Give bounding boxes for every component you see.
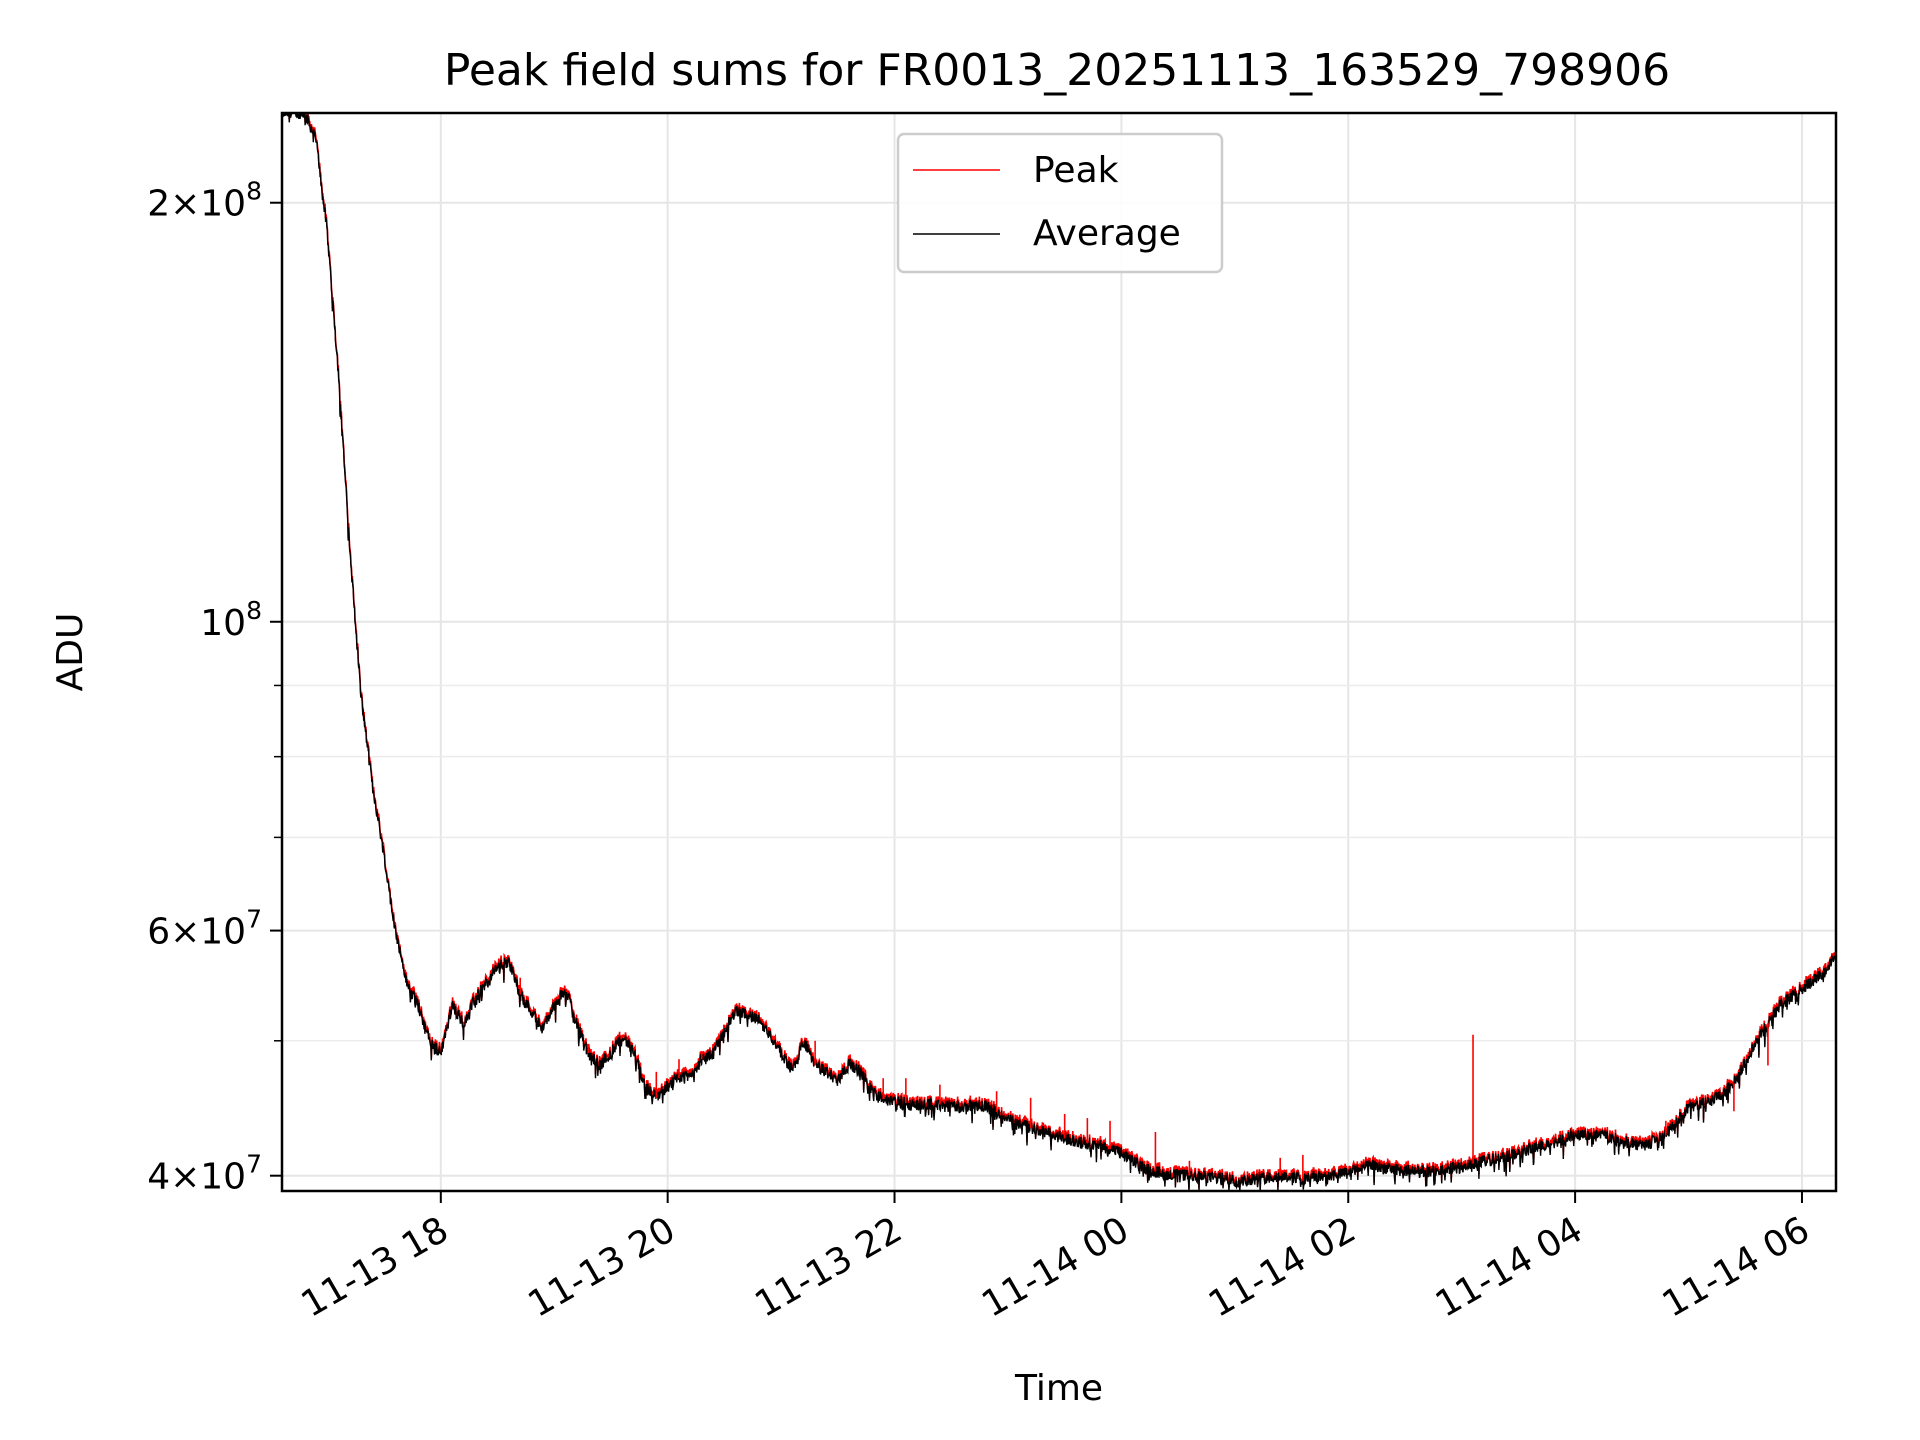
legend-peak-label: Peak — [1033, 150, 1119, 191]
chart-title: Peak field sums for FR0013_20251113_1635… — [444, 45, 1670, 96]
y-tick-label: 6×107 — [147, 905, 262, 953]
legend: Peak Average — [896, 132, 1224, 274]
y-axis-label: ADU — [50, 613, 91, 692]
legend-box — [896, 132, 1224, 274]
series-layer — [282, 113, 1836, 1191]
y-tick-label: 2×108 — [147, 177, 262, 225]
y-tick-label: 4×107 — [147, 1150, 262, 1198]
x-axis-label: Time — [1014, 1368, 1103, 1409]
legend-average-label: Average — [1033, 213, 1181, 254]
plot-frame — [280, 111, 1838, 1193]
series-average-line — [282, 113, 1836, 1191]
y-tick-label: 108 — [200, 596, 262, 644]
y-axis: 4×107 6×107 108 2×108 — [147, 177, 282, 1198]
